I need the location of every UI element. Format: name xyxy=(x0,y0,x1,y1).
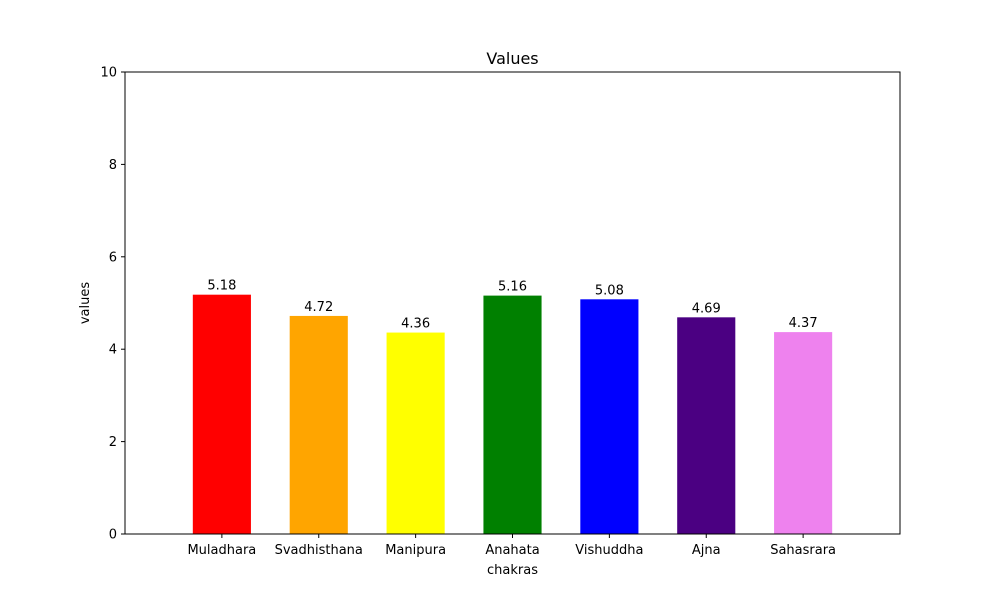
x-axis-ticks: Muladhara Svadhisthana Manipura Anahata Vish… xyxy=(187,534,836,558)
bar-value-label: 4.69 xyxy=(692,301,721,316)
bar-manipura xyxy=(386,332,445,534)
y-tick-label: 8 xyxy=(109,158,117,173)
y-axis-ticks: 0 2 4 6 8 10 xyxy=(100,66,125,543)
x-tick-label: Ajna xyxy=(692,543,721,558)
y-tick-label: 6 xyxy=(109,250,117,265)
y-tick-label: 4 xyxy=(109,343,117,358)
x-tick-label: Muladhara xyxy=(187,543,256,558)
x-tick-label: Anahata xyxy=(485,543,539,558)
chart-title: Values xyxy=(486,49,538,68)
y-axis-label: values xyxy=(78,282,93,325)
bar-svadhisthana xyxy=(289,315,348,534)
bar-value-label: 4.72 xyxy=(304,300,333,315)
bar-value-label: 5.16 xyxy=(498,280,527,295)
x-tick-label: Manipura xyxy=(385,543,446,558)
x-axis-label: chakras xyxy=(487,563,538,578)
bar-muladhara xyxy=(192,294,251,534)
x-tick-label: Sahasrara xyxy=(770,543,836,558)
y-tick-label: 0 xyxy=(109,528,117,543)
y-tick-label: 10 xyxy=(100,66,117,81)
bar-value-labels: 5.18 4.72 4.36 5.16 5.08 4.69 4.37 xyxy=(207,279,817,332)
x-tick-label: Vishuddha xyxy=(575,543,643,558)
bar-vishuddha xyxy=(580,299,639,534)
bar-anahata xyxy=(483,295,542,534)
bar-ajna xyxy=(677,317,736,534)
bar-sahasrara xyxy=(774,332,833,534)
bars xyxy=(192,294,833,534)
plot-frame xyxy=(124,71,901,535)
x-tick-label: Svadhisthana xyxy=(275,543,363,558)
bar-value-label: 4.37 xyxy=(789,316,818,331)
bar-value-label: 5.18 xyxy=(207,279,236,294)
y-tick-label: 2 xyxy=(109,435,117,450)
bar-value-label: 5.08 xyxy=(595,283,624,298)
bar-value-label: 4.36 xyxy=(401,317,430,332)
